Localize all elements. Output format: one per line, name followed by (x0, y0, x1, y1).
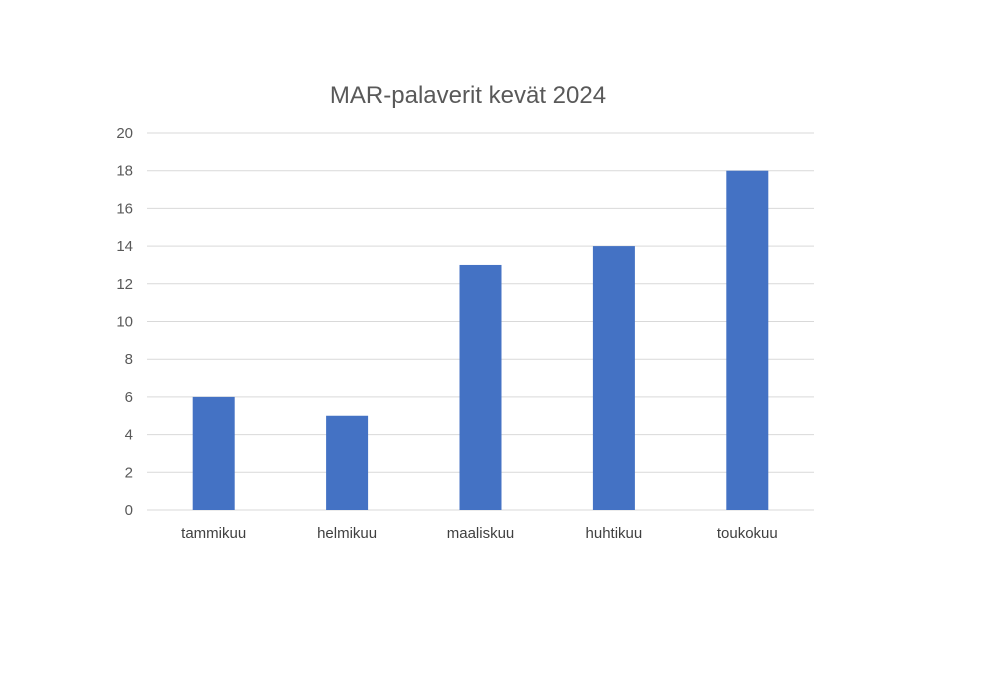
bar-huhtikuu (592, 246, 635, 510)
y-tick-label: 6 (125, 389, 133, 406)
bar-toukokuu (726, 170, 769, 510)
y-tick-label: 16 (116, 200, 133, 217)
bars (192, 170, 769, 510)
y-tick-label: 20 (116, 125, 133, 142)
bar-maaliskuu (459, 264, 502, 510)
x-axis-labels: tammikuu helmikuu maaliskuu huhtikuu toukoku… (181, 525, 778, 542)
chart-title: MAR-palaverit kevät 2024 (330, 82, 606, 109)
x-category-label: tammikuu (181, 525, 246, 542)
y-tick-label: 10 (116, 314, 133, 331)
x-category-label: helmikuu (317, 525, 377, 542)
bar-tammikuu (192, 396, 235, 510)
y-tick-label: 12 (116, 276, 133, 293)
y-tick-label: 0 (125, 502, 133, 519)
bar-helmikuu (326, 415, 369, 510)
y-tick-label: 18 (116, 163, 133, 180)
x-category-label: huhtikuu (586, 525, 643, 542)
y-tick-label: 4 (125, 427, 133, 444)
y-tick-label: 8 (125, 351, 133, 368)
x-category-label: maaliskuu (447, 525, 515, 542)
x-category-label: toukokuu (717, 525, 778, 542)
y-axis-ticks: 0 2 4 6 8 10 12 14 16 18 20 (116, 125, 133, 519)
y-tick-label: 14 (116, 238, 133, 255)
y-tick-label: 2 (125, 464, 133, 481)
